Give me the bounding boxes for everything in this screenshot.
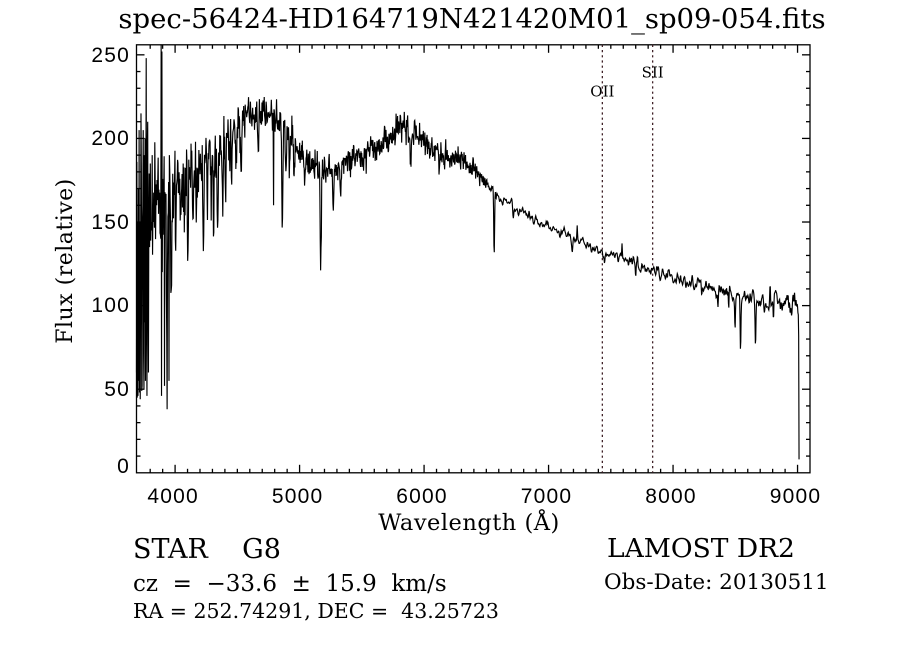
object-class-text: STAR G8	[133, 534, 281, 565]
y-tick-label: 0	[117, 455, 130, 479]
x-tick-label: 8000	[645, 485, 697, 508]
y-tick-label: 100	[91, 294, 130, 318]
line-marker-label: SII	[641, 63, 664, 82]
x-axis-title: Wavelength (Å)	[378, 510, 560, 536]
x-tick-label: 4000	[147, 485, 199, 508]
x-tick-label: 6000	[396, 485, 448, 508]
line-marker-label: OII	[590, 82, 615, 101]
y-axis-title: Flux (relative)	[53, 178, 78, 344]
survey-release-text: LAMOST DR2	[607, 533, 795, 564]
radial-velocity-text: cz = −33.6 ± 15.9 km/s	[133, 570, 447, 597]
x-tick-label: 7000	[520, 485, 573, 508]
y-tick-label: 50	[104, 377, 130, 401]
chart-title: spec-56424-HD164719N421420M01_sp09-054.f…	[118, 3, 826, 35]
ra-dec-text: RA = 252.74291, DEC = 43.25723	[133, 598, 499, 623]
y-tick-label: 200	[91, 127, 130, 151]
obs-date-text: Obs-Date: 20130511	[604, 570, 829, 595]
x-tick-label: 5000	[271, 485, 324, 508]
y-tick-label: 150	[91, 210, 130, 234]
y-tick-label: 250	[91, 43, 130, 67]
x-tick-label: 9000	[769, 485, 822, 508]
spectrum-trace	[135, 44, 800, 460]
